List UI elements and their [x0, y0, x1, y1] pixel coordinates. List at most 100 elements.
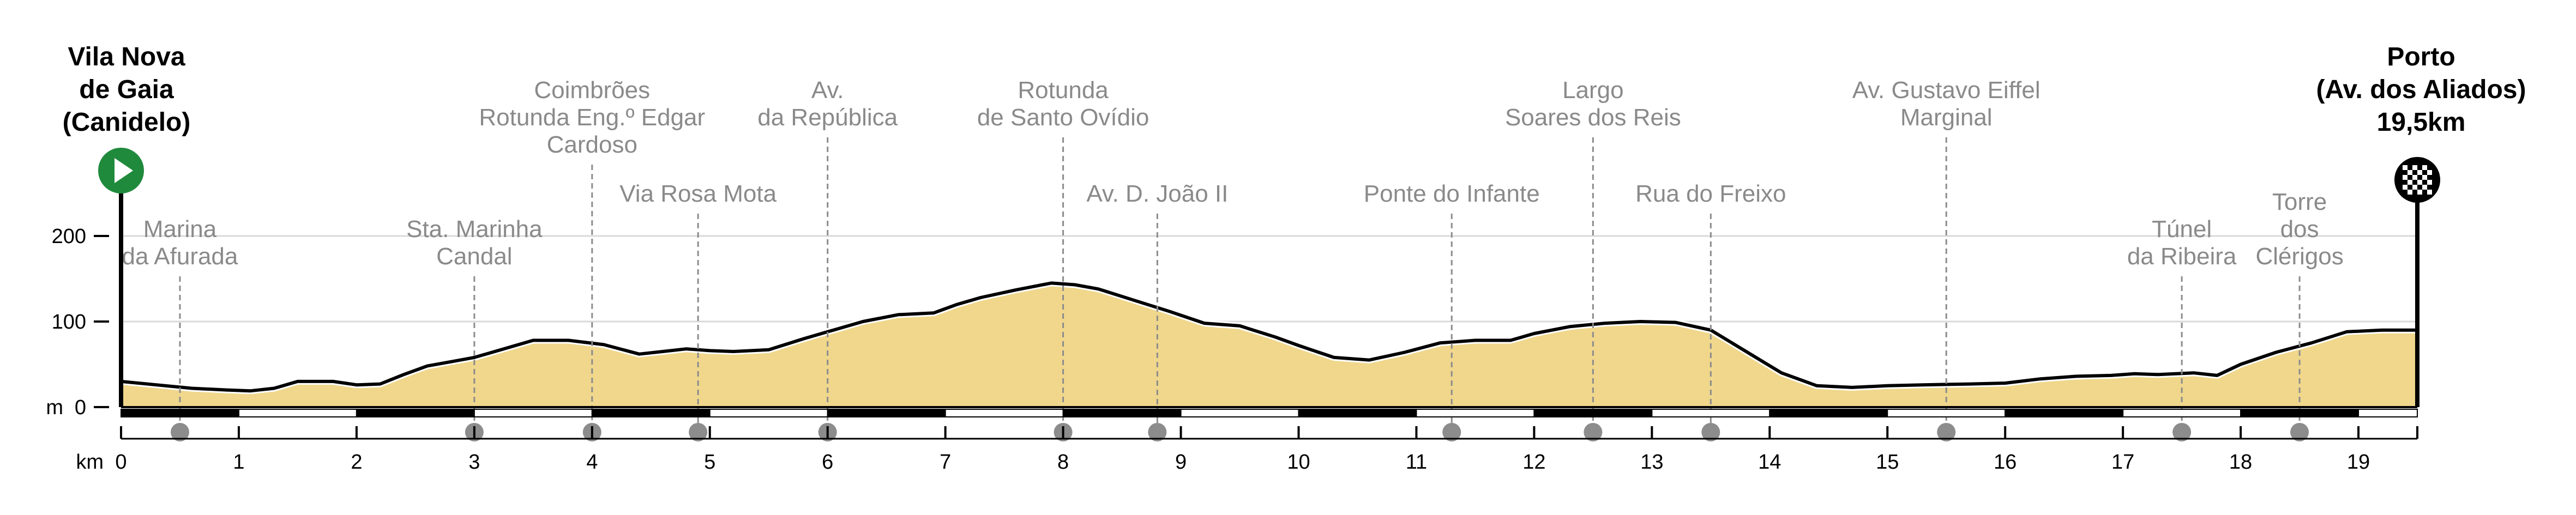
annotation-label: Candal: [436, 243, 512, 270]
start-label: Vila Nova: [68, 43, 185, 71]
checker-square: [2403, 165, 2408, 170]
km-bar-segment: [356, 409, 475, 417]
finish-label: (Av. dos Aliados): [2316, 75, 2526, 104]
grid-layer: [121, 235, 2417, 323]
y-tick-label-200: 200: [52, 225, 86, 248]
checker-square: [2412, 175, 2417, 180]
checker-square: [2417, 190, 2422, 195]
annotation-label: Av. Gustavo Eiffel: [1852, 77, 2041, 104]
annotation-label: Sta. Marinha: [406, 216, 543, 243]
annotation-label: Av. D. João II: [1086, 180, 1228, 207]
area-layer: [121, 280, 2417, 407]
x-tick-label-6: 6: [822, 451, 833, 474]
km-bar-segment: [121, 409, 239, 417]
annotation-label: Soares dos Reis: [1505, 104, 1681, 131]
x-axis-label: km: [76, 451, 104, 474]
x-tick-label-0: 0: [115, 451, 127, 474]
km-bar-segment: [1062, 409, 1182, 417]
annotation-label: Túnel: [2152, 216, 2212, 243]
km-bar-segment: [2122, 409, 2242, 417]
km-bar-segment: [473, 409, 593, 417]
km-bar-segment: [2358, 409, 2418, 417]
checker-square: [2422, 185, 2427, 190]
annotation-label: Via Rosa Mota: [619, 180, 777, 207]
checker-square: [2408, 170, 2412, 175]
x-tick-label-15: 15: [1876, 451, 1899, 474]
finish-label: Porto: [2387, 43, 2455, 71]
km-bar-segment: [1416, 409, 1535, 417]
annotation-label: Clérigos: [2255, 243, 2343, 270]
x-tick-label-11: 11: [1406, 451, 1427, 474]
x-tick-label-4: 4: [586, 451, 598, 474]
km-bar-segment: [1769, 409, 1888, 417]
start-label: (Canidelo): [63, 108, 191, 137]
km-bar-segment: [1651, 409, 1771, 417]
y-axis-label: m: [46, 396, 63, 419]
checker-square: [2422, 165, 2427, 170]
checker-square: [2417, 180, 2422, 185]
checker-square: [2427, 170, 2432, 175]
annotation-marker-dot: [1937, 423, 1956, 441]
endpoint-layer: Vila Nova de Gaia (Canidelo) Porto (Av. dos …: [63, 43, 2526, 203]
km-bar-segment: [827, 409, 946, 417]
elevation-area: [121, 283, 2417, 407]
km-bar-segment: [2005, 409, 2124, 417]
x-tick-label-18: 18: [2229, 451, 2252, 474]
finish-label: 19,5km: [2377, 108, 2466, 137]
x-tick-label-2: 2: [351, 451, 362, 474]
x-tick-label-19: 19: [2347, 451, 2370, 474]
km-bar-segment: [238, 409, 357, 417]
km-bar-segment: [709, 409, 828, 417]
x-tick-label-9: 9: [1175, 451, 1187, 474]
checker-square: [2422, 175, 2427, 180]
annotation-label: Cardoso: [547, 131, 637, 158]
annotation-marker-dot: [1148, 423, 1167, 441]
checker-square: [2408, 180, 2412, 185]
km-bar-segment: [1180, 409, 1299, 417]
checker-square: [2412, 185, 2417, 190]
annotation-marker-dot: [1701, 423, 1720, 441]
x-tick-label-16: 16: [1994, 451, 2017, 474]
x-tick-label-12: 12: [1522, 451, 1545, 474]
elevation-line: [121, 281, 2417, 393]
y-tick-label-0: 0: [75, 396, 86, 419]
annotation-label: Ponte do Infante: [1364, 180, 1540, 207]
km-bar-segment: [1298, 409, 1417, 417]
annotation-label: Marina: [143, 216, 217, 243]
annotation-label: Largo: [1562, 77, 1624, 104]
annotation-marker-dot: [689, 423, 708, 441]
checker-square: [2403, 185, 2408, 190]
annotation-marker-dot: [1442, 423, 1461, 441]
annotation-label: da República: [757, 104, 898, 131]
y-tick-label-100: 100: [52, 311, 86, 334]
x-tick-label-17: 17: [2111, 451, 2134, 474]
play-icon: [115, 158, 133, 183]
annotation-label: de Santo Ovídio: [977, 104, 1149, 131]
checker-square: [2417, 170, 2422, 175]
x-tick-label-14: 14: [1758, 451, 1781, 474]
x-tick-label-5: 5: [704, 451, 715, 474]
checker-square: [2403, 175, 2408, 180]
annotation-label: Torre: [2272, 189, 2327, 215]
km-bar-segment: [2240, 409, 2360, 417]
annotation-marker-dot: [170, 423, 189, 441]
checker-square: [2427, 180, 2432, 185]
annotation-label: Rua do Freixo: [1635, 180, 1786, 207]
annotation-label: da Ribeira: [2127, 243, 2237, 270]
checker-square: [2412, 165, 2417, 170]
annotation-label: Rotunda: [1018, 77, 1109, 104]
x-tick-label-13: 13: [1640, 451, 1663, 474]
km-bar-segment: [1887, 409, 2006, 417]
annotation-label: Av.: [811, 77, 844, 104]
annotation-label: Coimbrões: [534, 77, 650, 104]
x-tick-label-8: 8: [1057, 451, 1069, 474]
annotation-label: Marginal: [1900, 104, 1993, 131]
annotation-label: dos: [2280, 216, 2319, 243]
start-label: de Gaia: [79, 75, 174, 104]
annotation-marker-dot: [1584, 423, 1603, 441]
checker-square: [2427, 190, 2432, 195]
annotation-label: da Afurada: [122, 243, 238, 270]
x-tick-label-3: 3: [468, 451, 480, 474]
